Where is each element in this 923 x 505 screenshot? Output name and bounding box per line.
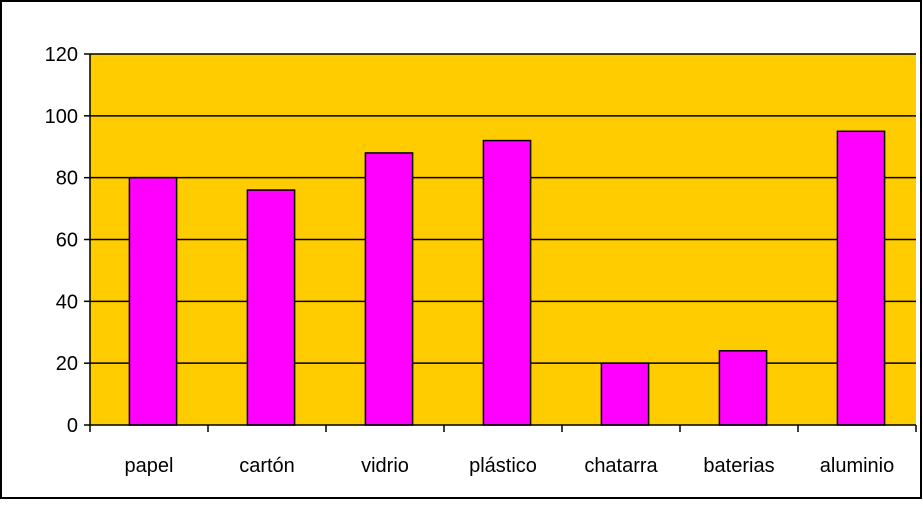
y-tick-label: 60 bbox=[56, 230, 78, 252]
bar-5 bbox=[718, 350, 768, 426]
x-tick-label: aluminio bbox=[820, 455, 894, 477]
x-tick-labels: papel cartón vidrio plástico chatarra bateria… bbox=[125, 455, 895, 477]
bar-6 bbox=[836, 130, 886, 426]
y-tick-label: 40 bbox=[56, 291, 78, 313]
x-tick-label: plástico bbox=[469, 455, 537, 477]
x-tick-label: baterias bbox=[703, 455, 774, 477]
y-tick-label: 0 bbox=[67, 415, 78, 437]
y-tick-label: 20 bbox=[56, 353, 78, 375]
bar-1 bbox=[246, 189, 296, 426]
axes bbox=[84, 53, 917, 432]
bar-4 bbox=[600, 362, 650, 426]
y-tick-label: 80 bbox=[56, 168, 78, 190]
x-tick-label: vidrio bbox=[361, 455, 409, 477]
y-tick-label: 100 bbox=[45, 106, 78, 128]
y-tick-label: 120 bbox=[45, 44, 78, 66]
bar-2 bbox=[364, 152, 414, 426]
bar-0 bbox=[128, 176, 178, 426]
y-tick-labels: 0 20 40 60 80 100 120 bbox=[45, 44, 78, 437]
x-tick-label: papel bbox=[125, 455, 174, 477]
bar-3 bbox=[482, 139, 532, 426]
bars bbox=[128, 130, 886, 426]
x-tick-label: chatarra bbox=[584, 455, 658, 477]
x-tick-label: cartón bbox=[239, 455, 295, 477]
